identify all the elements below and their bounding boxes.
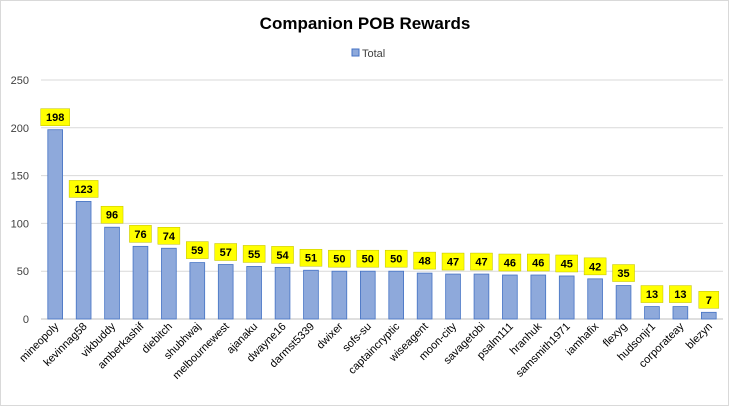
- bar: [189, 262, 206, 320]
- y-tick-label: 150: [11, 171, 29, 183]
- data-label-box: [413, 251, 436, 270]
- bar: [615, 285, 632, 320]
- bar: [530, 274, 547, 320]
- y-axis-ticks: 0 50 100 150 200 250: [11, 75, 29, 326]
- bars: [47, 129, 717, 320]
- x-axis-ticks: mineopolykevinnag58vikbuddyamberkashifdi…: [17, 320, 715, 382]
- bar: [47, 129, 63, 320]
- data-label-box: [328, 249, 351, 268]
- data-label: 123: [74, 184, 92, 196]
- legend: Total: [351, 48, 385, 60]
- bar: [445, 273, 461, 320]
- data-label: 46: [532, 258, 544, 270]
- data-label-box: [299, 248, 323, 267]
- data-label: 76: [134, 229, 146, 241]
- legend-label: Total: [362, 48, 385, 60]
- data-label: 13: [646, 289, 658, 301]
- data-label-box: [612, 264, 635, 282]
- data-label: 47: [475, 257, 487, 269]
- data-label: 46: [504, 258, 516, 270]
- data-label-box: [242, 245, 266, 263]
- bar: [672, 306, 689, 320]
- data-label: 198: [46, 112, 64, 124]
- data-label-box: [68, 180, 99, 198]
- data-label-box: [100, 205, 124, 224]
- bar: [360, 270, 376, 320]
- bar: [388, 270, 404, 320]
- bar: [303, 269, 319, 320]
- bar: [217, 264, 234, 320]
- data-label-box: [384, 249, 408, 268]
- data-label: 54: [276, 250, 289, 262]
- data-label: 55: [248, 249, 260, 261]
- data-label: 50: [390, 254, 402, 266]
- legend-swatch: [351, 48, 360, 57]
- data-label: 74: [163, 231, 176, 243]
- y-tick-label: 250: [11, 75, 29, 87]
- data-label-box: [441, 252, 465, 271]
- bar: [587, 278, 603, 320]
- data-labels: 198 123 96 76 74 59 57 55 54 51 50 50 50 48 47 47 46 46 45…: [40, 108, 720, 309]
- bar: [558, 275, 575, 320]
- bar: [104, 226, 120, 320]
- data-label-box: [214, 243, 237, 261]
- data-label-box: [356, 249, 380, 268]
- data-label-box: [698, 291, 720, 309]
- data-label-box: [186, 241, 209, 259]
- data-label: 59: [191, 245, 203, 257]
- data-label-box: [498, 253, 522, 272]
- bar: [416, 272, 433, 320]
- bar: [331, 270, 348, 320]
- y-tick-label: 200: [11, 123, 29, 135]
- data-label: 51: [305, 253, 317, 265]
- data-label-box: [583, 257, 607, 276]
- data-label: 57: [220, 247, 232, 259]
- data-label-box: [640, 285, 664, 303]
- y-tick-label: 50: [17, 266, 29, 278]
- data-label: 7: [706, 295, 712, 307]
- data-label-box: [40, 108, 70, 126]
- chart-title: Companion POB Rewards: [260, 14, 471, 33]
- data-label-box: [271, 246, 294, 264]
- data-label-box: [555, 254, 578, 273]
- bar: [644, 306, 660, 320]
- gridlines: [41, 79, 723, 320]
- bar: [502, 274, 518, 320]
- y-tick-label: 100: [11, 218, 29, 230]
- bar: [274, 266, 291, 320]
- data-label-box: [527, 253, 550, 272]
- data-label-box: [669, 285, 692, 303]
- bar: [473, 273, 490, 320]
- data-label: 96: [106, 210, 118, 222]
- data-label: 50: [333, 254, 345, 266]
- bar: [246, 266, 262, 320]
- bar: [701, 311, 717, 320]
- data-label: 35: [617, 268, 629, 280]
- data-label: 45: [561, 258, 573, 270]
- data-label: 48: [419, 256, 431, 268]
- y-tick-label: 0: [23, 314, 29, 326]
- bar: [161, 247, 177, 320]
- data-label: 42: [589, 261, 601, 273]
- bar: [75, 201, 92, 320]
- bar: [132, 245, 149, 320]
- data-label-box: [470, 252, 493, 271]
- data-label-box: [157, 227, 181, 245]
- data-label: 50: [362, 254, 374, 266]
- data-label: 13: [674, 289, 686, 301]
- x-tick-label: blezyn: [684, 321, 715, 352]
- data-label: 47: [447, 257, 459, 269]
- data-label-box: [129, 225, 152, 243]
